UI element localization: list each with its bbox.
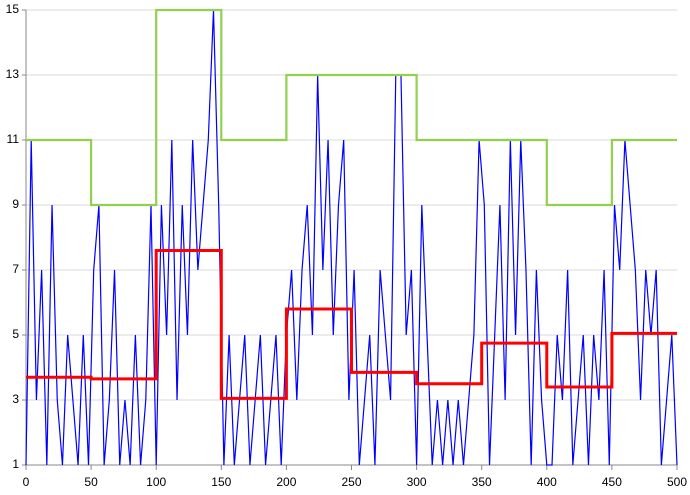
x-tick-label: 350 (472, 475, 492, 489)
y-tick-label: 7 (12, 262, 19, 276)
x-tick-label: 0 (23, 475, 30, 489)
y-tick-label: 1 (12, 457, 19, 471)
x-tick-label: 400 (537, 475, 557, 489)
y-tick-label: 9 (12, 197, 19, 211)
x-tick-label: 150 (211, 475, 231, 489)
y-tick-label: 13 (6, 67, 20, 81)
series-line (26, 8, 677, 207)
x-tick-label: 100 (146, 475, 166, 489)
x-tick-label: 250 (341, 475, 361, 489)
series-line (25, 9, 678, 466)
x-tick-label: 50 (84, 475, 98, 489)
x-tick-label: 500 (667, 475, 687, 489)
y-tick-label: 3 (12, 392, 19, 406)
x-tick-label: 200 (276, 475, 296, 489)
y-tick-label: 15 (6, 2, 20, 16)
series-line (26, 249, 677, 400)
y-tick-label: 11 (7, 132, 20, 146)
x-tick-label: 300 (407, 475, 427, 489)
y-tick-label: 5 (12, 327, 19, 341)
x-tick-label: 450 (602, 475, 622, 489)
